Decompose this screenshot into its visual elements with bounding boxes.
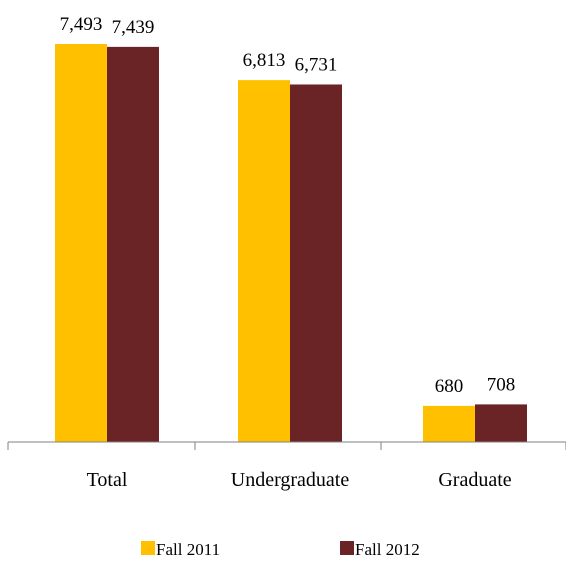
- legend-swatch-series-1: [141, 541, 155, 555]
- value-label-graduate-series-2: 708: [487, 374, 516, 395]
- value-label-graduate-series-1: 680: [435, 376, 464, 397]
- value-label-total-series-1: 7,493: [60, 14, 103, 35]
- category-labels-layer: Total Undergraduate Graduate: [87, 469, 512, 491]
- legend-swatch-series-2: [340, 541, 354, 555]
- category-label-undergraduate: Undergraduate: [231, 469, 350, 491]
- legend-label-series-2: Fall 2012: [355, 540, 420, 559]
- value-label-total-series-2: 7,439: [112, 17, 155, 38]
- bar-graduate-series-1: [423, 405, 475, 442]
- bars-layer: [55, 44, 527, 442]
- x-axis-ticks: [7, 442, 566, 450]
- category-label-total: Total: [87, 469, 128, 491]
- legend-label-series-1: Fall 2011: [156, 540, 220, 559]
- category-label-graduate: Graduate: [438, 469, 511, 491]
- value-labels-layer: 7,493 7,439 6,813 6,731 680 708: [60, 14, 516, 397]
- bar-undergraduate-series-2: [290, 84, 342, 442]
- bar-undergraduate-series-1: [238, 80, 290, 442]
- bar-total-series-1: [55, 44, 107, 442]
- value-label-undergraduate-series-1: 6,813: [243, 50, 286, 71]
- legend: Fall 2011 Fall 2012: [141, 540, 420, 559]
- bar-graduate-series-2: [475, 404, 527, 442]
- bar-total-series-2: [107, 46, 159, 442]
- value-label-undergraduate-series-2: 6,731: [295, 54, 338, 75]
